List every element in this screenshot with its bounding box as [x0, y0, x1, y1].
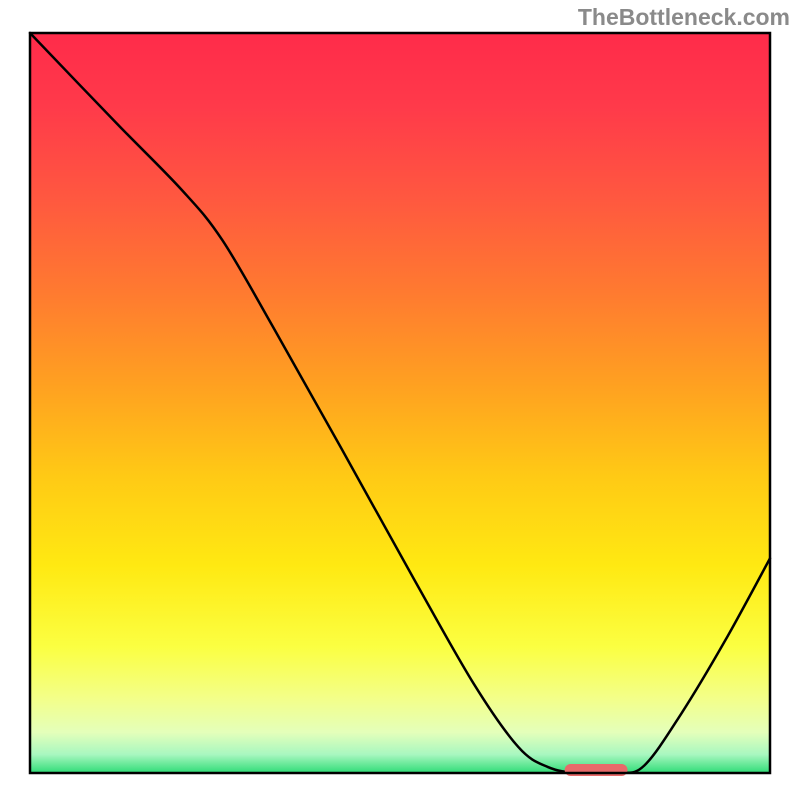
chart-container: TheBottleneck.com [0, 0, 800, 800]
watermark-text: TheBottleneck.com [578, 4, 790, 31]
gradient-background [30, 33, 770, 773]
chart-svg [0, 0, 800, 800]
